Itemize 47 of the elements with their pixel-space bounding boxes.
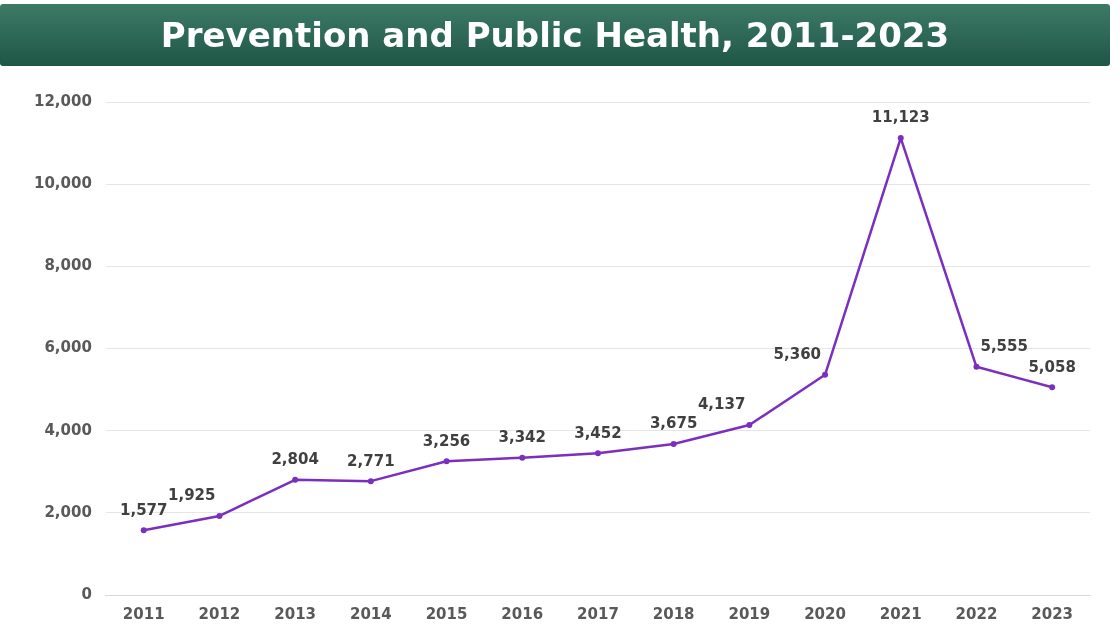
y-tick-label: 12,000 bbox=[33, 91, 92, 110]
data-label: 1,577 bbox=[120, 500, 168, 519]
x-tick-label: 2018 bbox=[652, 604, 695, 623]
point bbox=[594, 450, 601, 457]
x-tick-label: 2021 bbox=[879, 604, 922, 623]
point bbox=[973, 363, 980, 370]
point bbox=[670, 441, 677, 448]
y-tick-label: 4,000 bbox=[44, 420, 92, 439]
x-tick-label: 2017 bbox=[577, 604, 619, 623]
point bbox=[519, 454, 526, 461]
point bbox=[897, 135, 904, 142]
x-tick-label: 2016 bbox=[501, 604, 544, 623]
data-label: 11,123 bbox=[871, 108, 930, 127]
data-label: 3,342 bbox=[498, 428, 546, 447]
point bbox=[443, 458, 450, 465]
x-tick-label: 2019 bbox=[728, 604, 771, 623]
x-tick-label: 2020 bbox=[804, 604, 846, 623]
x-tick-label: 2011 bbox=[122, 604, 165, 623]
point bbox=[140, 527, 147, 534]
data-label: 1,925 bbox=[167, 486, 216, 505]
data-label: 5,555 bbox=[980, 337, 1028, 356]
chart-title: Prevention and Public Health, 2011-2023 bbox=[0, 4, 1110, 66]
data-label: 5,058 bbox=[1028, 357, 1076, 376]
x-tick-label: 2015 bbox=[425, 604, 468, 623]
y-tick-label: 10,000 bbox=[33, 174, 92, 193]
data-label: 2,771 bbox=[347, 451, 395, 470]
y-tick-label: 0 bbox=[81, 584, 92, 603]
data-label: 4,137 bbox=[697, 395, 746, 414]
data-label: 5,360 bbox=[773, 345, 822, 364]
x-tick-label: 2022 bbox=[955, 604, 998, 623]
x-tick-label: 2012 bbox=[198, 604, 241, 623]
point bbox=[367, 478, 374, 485]
point bbox=[822, 371, 829, 378]
x-tick-label: 2014 bbox=[349, 604, 392, 623]
data-label: 2,804 bbox=[271, 450, 319, 469]
data-label: 3,452 bbox=[574, 423, 622, 442]
data-label: 3,675 bbox=[649, 414, 698, 433]
x-tick-label: 2023 bbox=[1031, 604, 1074, 623]
point bbox=[216, 512, 223, 519]
point bbox=[292, 476, 299, 483]
x-tick-label: 2013 bbox=[274, 604, 317, 623]
point bbox=[746, 422, 753, 429]
y-tick-label: 2,000 bbox=[44, 502, 92, 521]
y-tick-label: 6,000 bbox=[44, 338, 92, 357]
point bbox=[1049, 384, 1056, 391]
y-tick-label: 8,000 bbox=[44, 256, 92, 275]
data-label: 3,256 bbox=[422, 431, 471, 450]
